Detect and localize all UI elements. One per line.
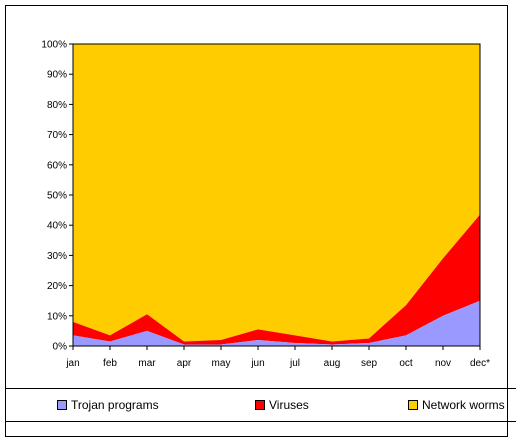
x-tick-label: aug bbox=[324, 358, 341, 369]
x-tick-label: mar bbox=[138, 358, 156, 369]
legend-label-trojan: Trojan programs bbox=[71, 398, 159, 412]
legend-bottom-rule bbox=[5, 421, 516, 422]
legend-swatch-viruses bbox=[255, 400, 265, 410]
legend-label-worms: Network worms bbox=[422, 398, 505, 412]
x-tick-label: feb bbox=[103, 358, 117, 369]
x-tick-label: oct bbox=[399, 358, 413, 369]
area-network-worms bbox=[73, 44, 480, 342]
legend-swatch-trojan bbox=[57, 400, 67, 410]
y-tick-label: 10% bbox=[47, 311, 67, 322]
x-tick-label: nov bbox=[435, 358, 451, 369]
x-tick-label: jan bbox=[65, 358, 79, 369]
legend-top-rule bbox=[5, 388, 516, 389]
y-tick-label: 90% bbox=[47, 70, 67, 81]
y-tick-label: 20% bbox=[47, 281, 67, 292]
legend-item-trojan: Trojan programs bbox=[57, 398, 159, 412]
y-tick-label: 60% bbox=[47, 160, 67, 171]
legend-item-viruses: Viruses bbox=[255, 398, 309, 412]
x-tick-label: apr bbox=[177, 358, 192, 369]
x-tick-label: jun bbox=[250, 358, 264, 369]
y-tick-label: 80% bbox=[47, 100, 67, 111]
area-trojan-programs bbox=[73, 300, 480, 346]
legend-swatch-worms bbox=[408, 400, 418, 410]
legend-item-worms: Network worms bbox=[408, 398, 505, 412]
x-tick-label: jul bbox=[289, 358, 300, 369]
y-tick-label: 50% bbox=[47, 191, 67, 202]
y-tick-label: 100% bbox=[41, 40, 67, 51]
x-tick-label: may bbox=[212, 358, 231, 369]
x-tick-label: sep bbox=[361, 358, 378, 369]
y-tick-label: 70% bbox=[47, 130, 67, 141]
x-tick-label: dec* bbox=[470, 358, 490, 369]
y-tick-label: 30% bbox=[47, 251, 67, 262]
area-chart: 0% 10% 20% 30% 40% 50% 60% 70% 80% 90% 100% jan feb… bbox=[41, 40, 490, 370]
legend-label-viruses: Viruses bbox=[269, 398, 309, 412]
y-tick-label: 40% bbox=[47, 221, 67, 232]
y-tick-label: 0% bbox=[53, 342, 68, 353]
